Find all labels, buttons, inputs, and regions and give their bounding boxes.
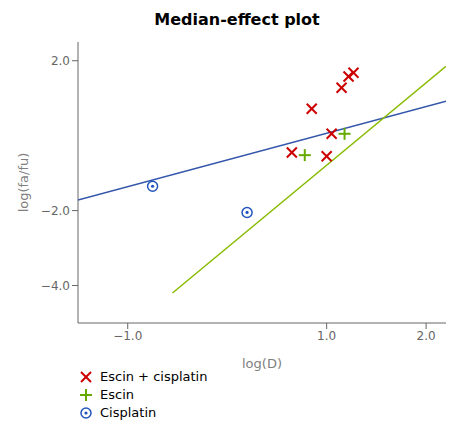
html-text:Median-effect plot: Median-effect plot bbox=[154, 10, 320, 29]
svg-text:2.0: 2.0 bbox=[417, 329, 436, 343]
html-text:Escin + cisplatin: Escin + cisplatin bbox=[100, 369, 208, 384]
svg-text:2.0: 2.0 bbox=[51, 54, 70, 68]
html-text:Cisplatin: Cisplatin bbox=[100, 405, 157, 420]
svg-text:log(D): log(D) bbox=[242, 356, 282, 371]
svg-text:−4.0: −4.0 bbox=[41, 279, 70, 293]
svg-text:log(fa/fu): log(fa/fu) bbox=[16, 153, 31, 213]
svg-text:−2.0: −2.0 bbox=[41, 204, 70, 218]
html-text:Escin: Escin bbox=[100, 387, 134, 402]
svg-text:1.0: 1.0 bbox=[317, 329, 336, 343]
svg-text:−1.0: −1.0 bbox=[113, 329, 142, 343]
